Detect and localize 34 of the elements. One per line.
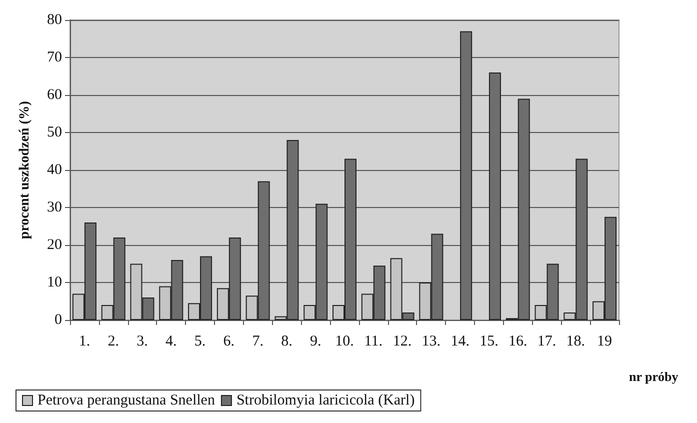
- x-tick-label: 4.: [166, 334, 177, 350]
- x-tick-label: 7.: [252, 334, 264, 350]
- legend-label: Petrova perangustana Snellen: [38, 392, 216, 408]
- x-tick-label: 15.: [480, 334, 498, 350]
- y-tick-label: 70: [47, 50, 62, 66]
- y-tick-label: 10: [47, 274, 62, 290]
- x-tick-label: 17.: [537, 334, 556, 350]
- y-tick-label: 40: [47, 162, 62, 178]
- bar: [488, 72, 501, 320]
- y-tick-label: 60: [47, 87, 62, 103]
- y-tick-label: 20: [47, 237, 62, 253]
- x-tick-label: 6.: [223, 334, 235, 350]
- bar: [460, 31, 472, 320]
- x-tick-label: 9.: [310, 334, 322, 350]
- x-tick-label: 18.: [566, 334, 586, 350]
- y-tick-label: 50: [47, 124, 62, 140]
- x-tick-label: 16.: [508, 334, 528, 350]
- y-axis-title: procent uszkodzeń (%): [18, 100, 32, 240]
- x-tick-label: 10.: [335, 334, 354, 350]
- x-tick-label: 8.: [281, 334, 292, 350]
- legend-label: Strobilomyia laricicola (Karl): [236, 392, 415, 408]
- x-tick-label: 3.: [136, 334, 148, 350]
- y-tick-label: 0: [54, 312, 62, 328]
- y-tick-label: 30: [47, 200, 62, 216]
- x-tick-label: 1.: [78, 334, 90, 350]
- x-tick-label: 19: [597, 334, 612, 350]
- x-tick-label: 11.: [364, 334, 382, 350]
- x-tick-label: 14.: [450, 334, 470, 350]
- x-tick-label: 13.: [422, 334, 441, 350]
- x-axis-title: nr próby: [629, 369, 679, 384]
- x-tick-label: 5.: [194, 334, 206, 350]
- x-tick-label: 2.: [108, 334, 119, 350]
- y-tick-label: 80: [47, 12, 62, 28]
- x-tick-label: 12.: [392, 334, 412, 350]
